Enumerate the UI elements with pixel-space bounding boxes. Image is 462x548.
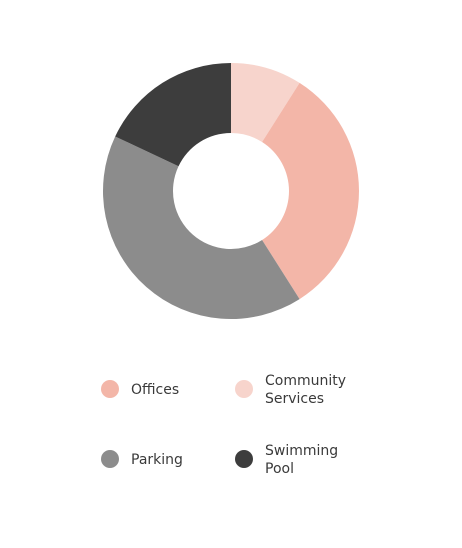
legend-swatch-offices: [101, 380, 119, 398]
donut-slices: [103, 63, 360, 319]
slice-swimming-pool: [115, 63, 231, 167]
slice-offices: [262, 82, 360, 300]
slice-community-services: [231, 63, 300, 143]
legend-swatch-parking: [101, 450, 119, 468]
legend: Offices Community Services Parking Swimming P…: [101, 373, 346, 477]
legend-item-swimming-pool: Swimming Pool: [235, 443, 338, 477]
legend-label-community-services-line-2: Services: [265, 391, 324, 407]
legend-item-parking: Parking: [101, 450, 183, 468]
legend-label-offices: Offices: [131, 382, 179, 398]
legend-item-community-services: Community Services: [235, 373, 346, 407]
legend-label-parking: Parking: [131, 452, 183, 468]
legend-swatch-swimming-pool: [235, 450, 253, 468]
legend-label-swimming-pool-line-2: Pool: [265, 461, 294, 477]
slice-parking: [103, 136, 300, 319]
legend-label-community-services-line-1: Community: [265, 373, 346, 389]
legend-swatch-community-services: [235, 380, 253, 398]
legend-label-swimming-pool-line-1: Swimming: [265, 443, 338, 459]
legend-item-offices: Offices: [101, 380, 179, 398]
